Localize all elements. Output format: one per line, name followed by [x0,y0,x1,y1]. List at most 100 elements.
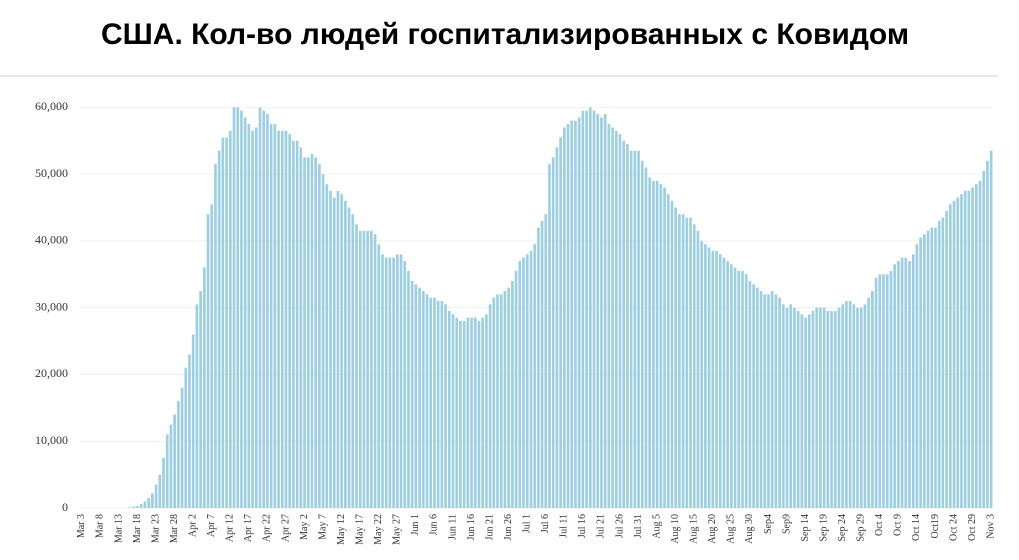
bar [180,387,184,508]
bar [882,274,885,508]
bar [277,130,280,508]
x-tick-label: Jul 21 [596,514,607,538]
bar [963,190,967,509]
x-tick-label: Apr 12 [225,514,236,542]
bar [889,270,893,508]
bar [781,304,785,508]
bar [269,124,273,508]
bar [418,287,421,508]
bar [926,230,930,509]
bar [655,180,659,508]
x-tick-label: Aug 15 [689,514,700,544]
bar [188,354,191,508]
x-tick-label: May 17 [355,514,366,545]
bar [351,214,355,508]
bar [637,150,640,509]
bar [755,287,759,508]
x-tick-label: Mar 23 [150,514,161,543]
bar [837,307,841,508]
bar [737,270,741,508]
bar [447,311,451,508]
bar [254,127,258,509]
bar [581,110,585,509]
bar [473,317,477,508]
bar [848,301,852,508]
bar [800,314,804,508]
bar [451,314,455,508]
bar [819,307,822,508]
bar [952,200,956,508]
y-tick-label: 30,000 [35,299,68,313]
bar [459,321,462,508]
x-tick-label: May 22 [373,514,384,545]
bar [622,140,626,508]
bar [815,307,819,508]
x-tick-label: Jul 16 [577,514,588,538]
bar [607,124,611,508]
bar [900,257,904,508]
x-tick-label: Jun 21 [484,514,495,540]
bar [199,290,202,508]
bar [251,130,254,508]
bar [388,257,392,508]
x-tick-label: Jun 11 [447,514,458,540]
x-tick-label: Mar 28 [169,514,180,543]
bar [310,154,314,508]
y-tick-label: 0 [62,500,68,514]
bar [455,317,459,508]
bar [366,230,369,509]
bar [462,321,466,508]
bar [247,124,251,508]
bar [314,157,318,508]
bar [845,301,848,508]
bar [410,280,414,508]
bar [941,217,945,508]
bar [585,110,588,509]
bar [210,204,214,508]
bar [288,134,292,508]
bar [306,157,310,508]
x-tick-label: Sep 19 [818,514,829,542]
x-tick-label: Oct 29 [967,514,978,541]
bar [440,301,444,508]
bar [555,147,559,508]
bar [173,414,176,508]
bar [228,130,232,508]
bar [355,224,358,509]
bar [503,290,507,508]
bar [666,194,670,508]
bar [811,311,815,508]
bar [874,277,878,508]
bar [948,204,952,508]
bar [852,304,856,508]
bar [937,220,941,508]
bar [499,294,503,508]
bar [789,304,793,508]
bar [414,284,418,508]
bar [859,307,863,508]
bar [982,170,986,508]
bar [574,120,577,508]
x-tick-label: Oct 4 [874,514,885,536]
bar [544,214,548,508]
bar [718,254,722,508]
y-tick-label: 20,000 [35,366,68,380]
bar [421,290,425,508]
bar [726,260,729,508]
bar [663,187,666,508]
bar [611,127,614,509]
bar [143,501,147,508]
bar [897,260,900,508]
bar [425,294,429,508]
x-tick-label: Sep 14 [800,514,811,542]
bar [796,311,800,508]
bar [700,240,703,508]
bar [908,260,911,508]
bar [770,290,774,508]
bar [518,260,522,508]
bar [945,210,948,508]
bar [507,287,511,508]
x-tick-label: Apr 2 [187,514,198,537]
bar [522,257,525,508]
bar [722,257,726,508]
